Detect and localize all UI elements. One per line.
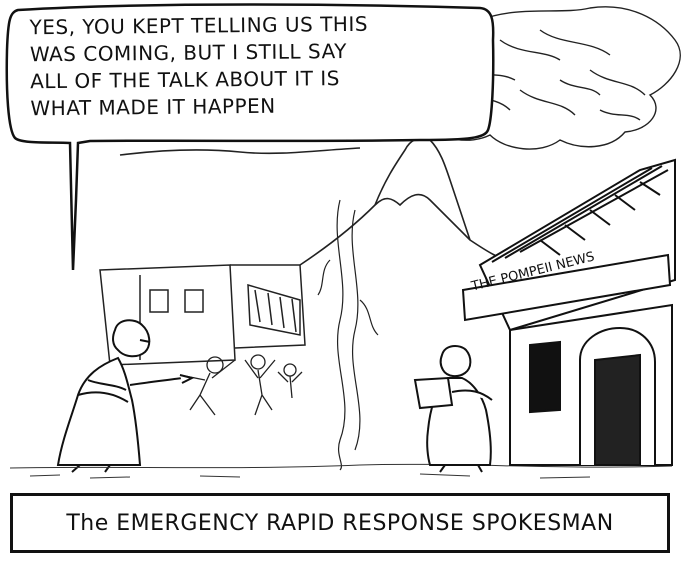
ground [9, 463, 673, 479]
caption-text: The EMERGENCY RAPID RESPONSE SPOKESMAN [66, 510, 614, 536]
caption-box: The EMERGENCY RAPID RESPONSE SPOKESMAN [10, 493, 670, 553]
speech-bubble-text: YES, YOU KEPT TELLING US THIS WAS COMING… [29, 11, 369, 121]
volcano [119, 137, 521, 266]
pompeii-news-building [461, 158, 676, 466]
lava-flow [317, 199, 379, 471]
reporter-figure [413, 345, 493, 473]
speech-bubble [5, 3, 495, 271]
spokesman-figure [56, 319, 195, 473]
fleeing-people [179, 354, 303, 416]
